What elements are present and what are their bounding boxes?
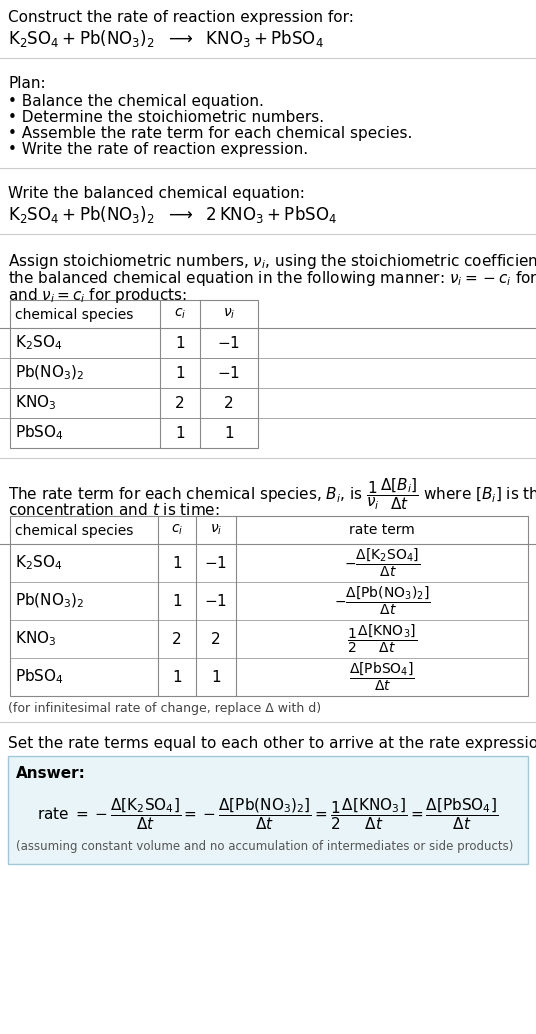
Text: The rate term for each chemical species, $B_i$, is $\dfrac{1}{\nu_i}\dfrac{\Delt: The rate term for each chemical species,… <box>8 476 536 512</box>
Text: $\mathrm{K_2SO_4 + Pb(NO_3)_2}$  $\longrightarrow$  $\mathrm{KNO_3 + PbSO_4}$: $\mathrm{K_2SO_4 + Pb(NO_3)_2}$ $\longri… <box>8 28 324 49</box>
Text: 2: 2 <box>224 395 234 410</box>
Text: $\mathrm{K_2SO_4}$: $\mathrm{K_2SO_4}$ <box>15 334 62 353</box>
Text: $\mathrm{K_2SO_4}$: $\mathrm{K_2SO_4}$ <box>15 553 62 573</box>
Text: $-1$: $-1$ <box>218 365 241 381</box>
Text: rate term: rate term <box>349 523 415 537</box>
Text: 1: 1 <box>172 669 182 685</box>
Text: (assuming constant volume and no accumulation of intermediates or side products): (assuming constant volume and no accumul… <box>16 840 513 853</box>
Text: • Write the rate of reaction expression.: • Write the rate of reaction expression. <box>8 142 308 157</box>
Text: $\mathrm{PbSO_4}$: $\mathrm{PbSO_4}$ <box>15 668 64 687</box>
Text: $c_i$: $c_i$ <box>174 307 186 322</box>
Text: $\nu_i$: $\nu_i$ <box>210 523 222 538</box>
Text: $-1$: $-1$ <box>218 335 241 351</box>
Text: • Determine the stoichiometric numbers.: • Determine the stoichiometric numbers. <box>8 110 324 125</box>
Text: • Assemble the rate term for each chemical species.: • Assemble the rate term for each chemic… <box>8 126 412 141</box>
Text: $-\dfrac{\Delta[\mathrm{Pb(NO_3)_2}]}{\Delta t}$: $-\dfrac{\Delta[\mathrm{Pb(NO_3)_2}]}{\D… <box>333 585 430 617</box>
Text: 2: 2 <box>211 632 221 646</box>
Text: Plan:: Plan: <box>8 77 46 91</box>
Text: 1: 1 <box>172 594 182 608</box>
Text: 1: 1 <box>211 669 221 685</box>
Text: and $\nu_i = c_i$ for products:: and $\nu_i = c_i$ for products: <box>8 286 187 305</box>
Text: $\mathrm{KNO_3}$: $\mathrm{KNO_3}$ <box>15 630 56 648</box>
Text: chemical species: chemical species <box>15 524 133 538</box>
Text: $\mathrm{Pb(NO_3)_2}$: $\mathrm{Pb(NO_3)_2}$ <box>15 364 84 383</box>
Text: $\mathrm{Pb(NO_3)_2}$: $\mathrm{Pb(NO_3)_2}$ <box>15 591 84 610</box>
Text: $\nu_i$: $\nu_i$ <box>223 307 235 322</box>
Text: Write the balanced chemical equation:: Write the balanced chemical equation: <box>8 186 305 201</box>
Text: $\mathrm{KNO_3}$: $\mathrm{KNO_3}$ <box>15 394 56 413</box>
FancyBboxPatch shape <box>8 756 528 864</box>
Text: $-\dfrac{\Delta[\mathrm{K_2SO_4}]}{\Delta t}$: $-\dfrac{\Delta[\mathrm{K_2SO_4}]}{\Delt… <box>344 547 420 579</box>
Text: $-1$: $-1$ <box>205 555 227 571</box>
Text: $-1$: $-1$ <box>205 594 227 609</box>
Text: rate $= -\dfrac{\Delta[\mathrm{K_2SO_4}]}{\Delta t} = -\dfrac{\Delta[\mathrm{Pb(: rate $= -\dfrac{\Delta[\mathrm{K_2SO_4}]… <box>38 796 498 831</box>
Text: Set the rate terms equal to each other to arrive at the rate expression:: Set the rate terms equal to each other t… <box>8 736 536 751</box>
Bar <box>10 516 528 696</box>
Bar <box>10 300 258 448</box>
Text: $\dfrac{\Delta[\mathrm{PbSO_4}]}{\Delta t}$: $\dfrac{\Delta[\mathrm{PbSO_4}]}{\Delta … <box>349 661 415 693</box>
Text: the balanced chemical equation in the following manner: $\nu_i = -c_i$ for react: the balanced chemical equation in the fo… <box>8 269 536 288</box>
Text: 1: 1 <box>175 426 185 440</box>
Text: 2: 2 <box>172 632 182 646</box>
Text: 1: 1 <box>175 365 185 381</box>
Text: $\dfrac{1}{2}\dfrac{\Delta[\mathrm{KNO_3}]}{\Delta t}$: $\dfrac{1}{2}\dfrac{\Delta[\mathrm{KNO_3… <box>347 622 417 656</box>
Text: 1: 1 <box>175 335 185 351</box>
Text: $\mathrm{PbSO_4}$: $\mathrm{PbSO_4}$ <box>15 424 64 443</box>
Text: • Balance the chemical equation.: • Balance the chemical equation. <box>8 94 264 109</box>
Text: (for infinitesimal rate of change, replace Δ with d): (for infinitesimal rate of change, repla… <box>8 702 321 714</box>
Text: 1: 1 <box>172 555 182 571</box>
Text: Construct the rate of reaction expression for:: Construct the rate of reaction expressio… <box>8 10 354 25</box>
Text: Answer:: Answer: <box>16 766 86 781</box>
Text: concentration and $t$ is time:: concentration and $t$ is time: <box>8 501 220 518</box>
Text: chemical species: chemical species <box>15 308 133 322</box>
Text: $c_i$: $c_i$ <box>171 523 183 538</box>
Text: 2: 2 <box>175 395 185 410</box>
Text: Assign stoichiometric numbers, $\nu_i$, using the stoichiometric coefficients, $: Assign stoichiometric numbers, $\nu_i$, … <box>8 252 536 271</box>
Text: $\mathrm{K_2SO_4 + Pb(NO_3)_2}$  $\longrightarrow$  $\mathrm{2\,KNO_3 + PbSO_4}$: $\mathrm{K_2SO_4 + Pb(NO_3)_2}$ $\longri… <box>8 204 337 225</box>
Text: 1: 1 <box>224 426 234 440</box>
